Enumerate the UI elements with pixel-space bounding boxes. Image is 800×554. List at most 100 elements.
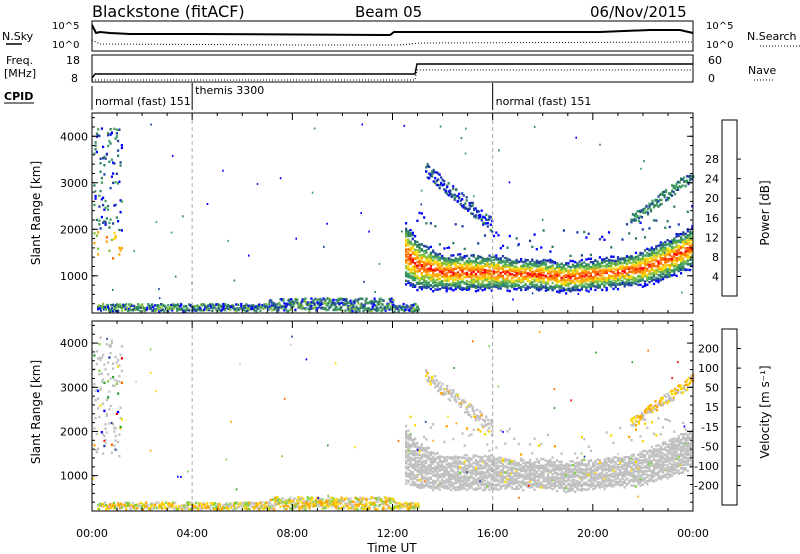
echo-cell [445,458,448,461]
echo-cell [425,482,428,485]
echo-cell [657,277,660,280]
echo-cell [689,258,692,261]
echo-cell [495,466,498,469]
echo-cell [481,265,484,268]
echo-cell [513,270,516,273]
echo-cell [465,127,467,130]
echo-cell [438,261,441,264]
echo-cell [370,309,373,313]
echo-cell [100,127,103,130]
echo-cell [459,280,462,284]
echo-cell [646,267,649,270]
echo-cell [407,281,410,284]
echo-cell [222,302,225,306]
echo-cell [425,484,428,487]
echo-cell [535,265,538,268]
echo-cell [625,259,629,262]
echo-cell [578,272,581,275]
echo-cell [441,267,444,271]
echo-cell [414,275,417,278]
echo-cell [409,461,412,464]
echo-cell [508,467,511,470]
echo-cell [526,472,529,476]
echo-cell [447,487,450,490]
echo-cell [407,436,410,439]
echo-cell [468,280,471,284]
echo-cell [481,259,484,263]
echo-cell [580,287,583,290]
echo-cell [510,482,514,485]
echo-cell [414,475,417,479]
echo-cell [436,285,439,288]
echo-cell [456,266,460,269]
echo-cell [495,464,498,467]
echo-cell [415,309,418,312]
echo-cell [479,430,482,433]
echo-cell [621,267,624,270]
echo-cell [418,478,421,482]
echo-cell [673,250,676,254]
echo-cell [459,266,462,270]
echo-cell [200,308,203,312]
echo-cell [576,270,579,274]
echo-cell [648,249,651,252]
echo-cell [425,281,428,285]
echo-cell [515,485,518,489]
echo-cell [632,256,635,259]
echo-cell [625,223,629,226]
echo-cell [410,304,413,307]
echo-cell [678,181,681,184]
echo-cell [195,309,198,312]
echo-cell [432,457,435,460]
echo-cell [405,251,408,254]
echo-cell [411,285,414,288]
echo-cell [461,263,464,267]
echo-cell [108,249,111,252]
echo-cell [468,263,471,266]
echo-cell [485,222,488,225]
echo-cell [450,270,453,274]
echo-cell [612,255,615,258]
echo-cell [649,208,653,211]
echo-cell [481,268,484,271]
echo-cell [659,271,662,274]
echo-cell [486,269,489,272]
echo-cell [104,157,107,160]
echo-cell [104,206,107,209]
echo-cell [684,232,687,235]
echo-cell [98,304,101,307]
echo-cell [465,254,469,258]
echo-cell [634,258,638,261]
echo-cell [544,484,547,487]
echo-cell [222,305,225,309]
echo-cell [427,456,430,460]
echo-cell [686,263,689,266]
echo-cell [646,263,649,267]
echo-cell [533,462,536,465]
echo-cell [432,262,435,266]
echo-cell [441,283,444,287]
echo-cell [689,251,692,254]
echo-cell [657,195,660,198]
echo-cell [587,266,590,269]
echo-cell [409,435,412,439]
echo-cell [425,268,428,272]
echo-cell [488,254,491,257]
echo-cell [538,262,541,265]
echo-cell [470,285,473,288]
echo-cell [481,465,484,468]
echo-cell [580,278,583,281]
echo-cell [409,473,412,476]
echo-cell [459,203,462,206]
echo-cell [634,277,638,281]
echo-cell [452,271,455,275]
echo-cell [429,450,432,454]
echo-cell [114,236,117,240]
echo-cell [438,273,441,276]
echo-cell [454,274,457,278]
echo-cell [515,464,518,467]
echo-cell [508,475,511,478]
echo-cell [486,278,489,281]
echo-cell [432,455,435,459]
echo-cell [526,466,529,469]
